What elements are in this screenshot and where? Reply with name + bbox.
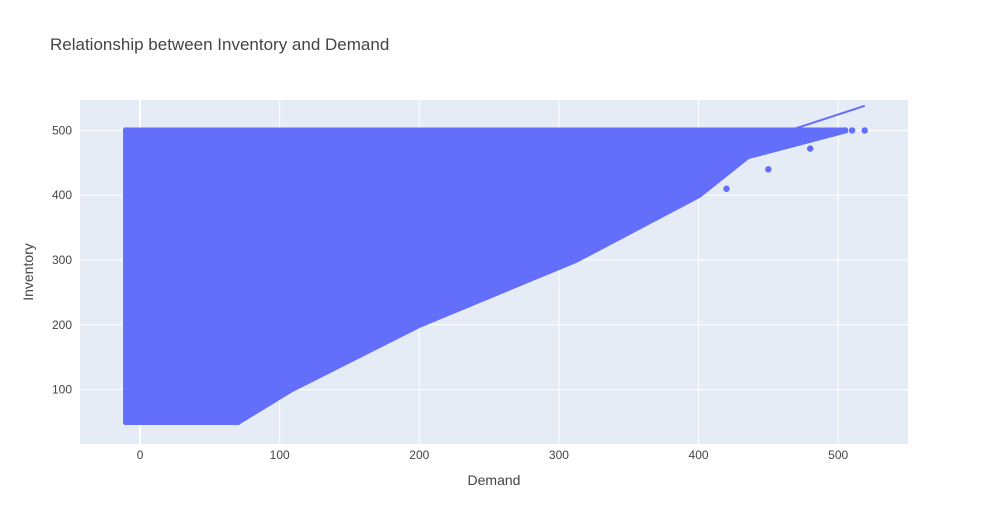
x-tick-label: 300: [549, 448, 569, 462]
scatter-point: [848, 127, 856, 134]
scatter-point: [485, 282, 493, 290]
x-tick-labels: 0 100 200 300 400 500: [137, 448, 849, 462]
y-tick-label: 400: [52, 188, 72, 202]
x-tick-label: 500: [828, 448, 848, 462]
trendline-segment: [789, 104, 866, 132]
scatter-point: [667, 201, 674, 209]
scatter-point: [444, 302, 451, 309]
scatter-point: [555, 250, 563, 257]
scatter-point: [122, 418, 130, 426]
scatter-point: [513, 269, 521, 277]
y-tick-label: 500: [52, 123, 72, 137]
chart-title: Relationship between Inventory and Deman…: [50, 35, 389, 54]
scatter-point: [262, 386, 269, 393]
scatter-point: [248, 392, 255, 400]
scatter-point: [723, 185, 730, 192]
y-tick-labels: 100 200 300 400 500: [52, 123, 72, 396]
scatter-point: [841, 127, 849, 134]
y-tick-label: 100: [52, 383, 72, 397]
scatter-point: [346, 347, 353, 354]
scatter-point: [583, 230, 591, 238]
scatter-point: [861, 127, 868, 134]
point-cloud: [123, 127, 849, 425]
scatter-point: [388, 324, 395, 332]
x-tick-label: 0: [137, 448, 144, 462]
scatter-point: [807, 145, 814, 152]
x-tick-label: 400: [689, 448, 709, 462]
x-tick-label: 100: [270, 448, 290, 462]
scatter-point: [122, 127, 130, 134]
y-tick-label: 200: [52, 318, 72, 332]
scatter-point: [765, 166, 772, 173]
trendline: [789, 104, 866, 132]
scatter-point: [234, 418, 241, 426]
x-tick-label: 200: [409, 448, 429, 462]
scatter-point: [304, 366, 311, 374]
y-tick-label: 300: [52, 253, 72, 267]
scatter-points: [122, 127, 868, 426]
x-axis-title: Demand: [468, 472, 521, 488]
y-axis-title: Inventory: [20, 243, 36, 301]
scatter-point: [625, 217, 632, 225]
point-cloud-area: [123, 127, 849, 425]
scatter-point: [416, 315, 423, 322]
scatter-point: [276, 379, 283, 387]
